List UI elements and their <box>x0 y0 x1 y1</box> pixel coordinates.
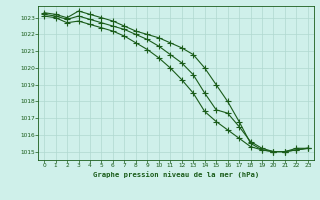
X-axis label: Graphe pression niveau de la mer (hPa): Graphe pression niveau de la mer (hPa) <box>93 171 259 178</box>
